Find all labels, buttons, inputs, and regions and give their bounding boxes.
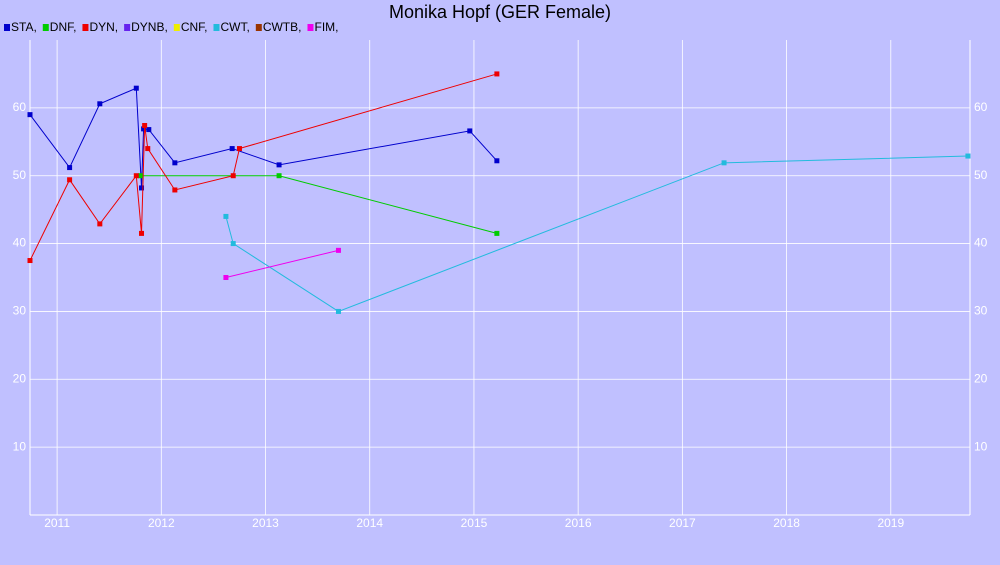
legend-label: STA,: [11, 20, 37, 34]
point: [467, 128, 473, 134]
point: [145, 146, 151, 152]
point: [494, 230, 500, 236]
legend-swatch: [307, 24, 314, 31]
point: [276, 162, 282, 168]
chart-title: Monika Hopf (GER Female): [389, 2, 611, 22]
legend-label: CNF,: [181, 20, 208, 34]
legend-swatch: [124, 24, 131, 31]
legend-swatch: [173, 24, 180, 31]
y-tick-label: 50: [13, 168, 27, 182]
y2-tick-label: 20: [974, 371, 988, 385]
point: [139, 185, 145, 191]
point: [67, 165, 73, 171]
point: [139, 230, 145, 236]
point: [229, 146, 235, 152]
y2-tick-label: 30: [974, 304, 988, 318]
x-tick-label: 2017: [669, 516, 696, 530]
legend-swatch: [42, 24, 49, 31]
point: [230, 173, 236, 179]
legend-label: CWT,: [220, 20, 249, 34]
y2-tick-label: 40: [974, 236, 988, 250]
x-tick-label: 2016: [565, 516, 592, 530]
series-line: [29, 87, 498, 188]
point: [172, 160, 178, 166]
y-tick-label: 20: [13, 371, 27, 385]
legend-label: DYNB,: [131, 20, 168, 34]
series-line: [225, 249, 339, 278]
legend-swatch: [82, 24, 89, 31]
point: [172, 187, 178, 193]
point: [230, 241, 236, 247]
y-tick-label: 10: [13, 439, 27, 453]
x-tick-label: 2015: [461, 516, 488, 530]
point: [335, 247, 341, 253]
point: [494, 71, 500, 77]
legend-label: FIM,: [314, 20, 338, 34]
point: [137, 173, 143, 179]
point: [27, 258, 33, 264]
y-tick-label: 60: [13, 100, 27, 114]
y-tick-label: 40: [13, 236, 27, 250]
y2-tick-label: 60: [974, 100, 988, 114]
y2-tick-label: 10: [974, 439, 988, 453]
point: [965, 153, 971, 159]
point: [67, 177, 73, 183]
y-tick-label: 30: [13, 304, 27, 318]
point: [141, 126, 147, 132]
point: [97, 221, 103, 227]
point: [133, 173, 139, 179]
legend-swatch: [4, 24, 10, 31]
point: [494, 158, 500, 164]
legend-swatch: [213, 24, 220, 31]
point: [236, 146, 242, 152]
x-tick-label: 2018: [773, 516, 800, 530]
x-tick-label: 2019: [877, 516, 904, 530]
point: [27, 112, 33, 118]
point: [142, 123, 148, 128]
point: [133, 85, 139, 91]
y2-tick-label: 50: [974, 168, 988, 182]
legend-label: CWTB,: [263, 20, 302, 34]
legend-swatch: [255, 24, 262, 31]
point: [146, 127, 152, 133]
x-tick-label: 2013: [252, 516, 279, 530]
legend-label: DNF,: [50, 20, 77, 34]
point: [223, 213, 229, 219]
legend-label: DYN,: [89, 20, 118, 34]
point: [721, 160, 727, 166]
x-tick-label: 2014: [356, 516, 383, 530]
point: [97, 101, 103, 107]
x-tick-label: 2012: [148, 516, 175, 530]
point: [223, 275, 229, 280]
x-tick-label: 2011: [44, 516, 70, 530]
point: [335, 308, 341, 314]
point: [276, 173, 282, 179]
